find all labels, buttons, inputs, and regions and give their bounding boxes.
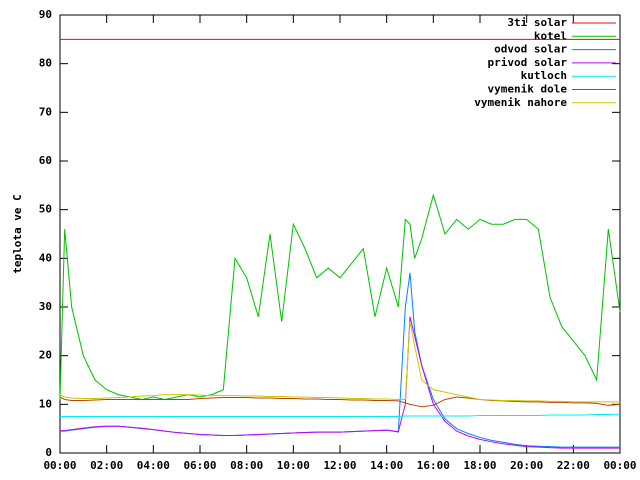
y-axis-label: teplota ve C <box>11 194 24 273</box>
x-tick-label: 12:00 <box>323 459 356 472</box>
series-line <box>59 321 620 403</box>
y-tick-label: 90 <box>39 8 52 21</box>
y-tick-label: 10 <box>39 397 52 410</box>
x-tick-label: 04:00 <box>137 459 170 472</box>
series-line <box>60 316 620 449</box>
legend-label: kotel <box>534 29 567 42</box>
y-tick-label: 60 <box>39 154 52 167</box>
y-tick-label: 70 <box>39 105 52 118</box>
x-tick-label: 06:00 <box>183 459 216 472</box>
y-tick-label: 0 <box>45 446 52 459</box>
x-tick-label: 22:00 <box>557 459 590 472</box>
y-tick-label: 80 <box>39 57 52 70</box>
y-tick-label: 30 <box>39 300 52 313</box>
series-line <box>60 413 621 417</box>
x-tick-label: 20:00 <box>510 459 543 472</box>
x-tick-label: 08:00 <box>230 459 263 472</box>
x-tick-label: 14:00 <box>370 459 403 472</box>
legend-label: kutloch <box>521 69 567 82</box>
y-tick-label: 50 <box>39 203 52 216</box>
series-line <box>59 193 621 400</box>
legend-label: vymenik dole <box>488 83 568 96</box>
x-tick-label: 02:00 <box>90 459 123 472</box>
series-line <box>59 396 621 408</box>
x-tick-label: 00:00 <box>603 459 636 472</box>
legend-label: 3ti solar <box>507 16 567 29</box>
x-tick-label: 16:00 <box>417 459 450 472</box>
x-tick-label: 00:00 <box>43 459 76 472</box>
plot-frame <box>59 14 621 454</box>
legend-label: vymenik nahore <box>474 96 567 109</box>
legend-label: privod solar <box>488 56 568 69</box>
y-tick-label: 40 <box>39 251 52 264</box>
legend-label: odvod solar <box>494 43 567 56</box>
x-tick-label: 10:00 <box>277 459 310 472</box>
y-tick-label: 20 <box>39 349 52 362</box>
x-tick-label: 18:00 <box>463 459 496 472</box>
